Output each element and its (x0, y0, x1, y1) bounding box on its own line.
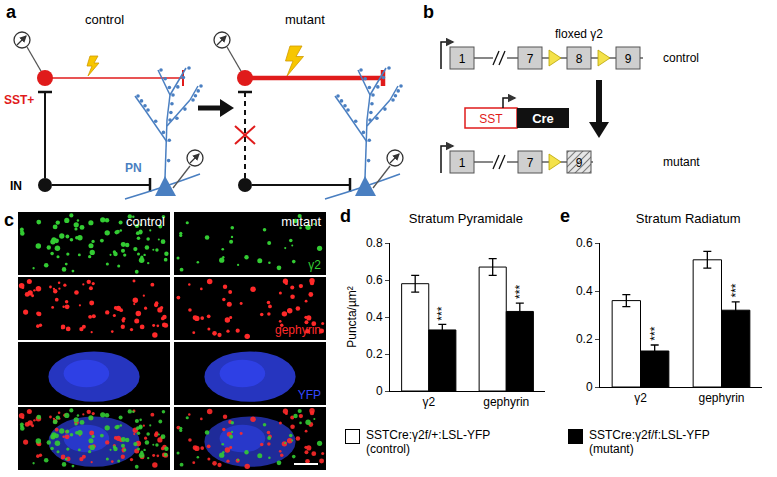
svg-text:IN: IN (10, 179, 22, 193)
svg-text:1: 1 (459, 156, 466, 170)
svg-text:0: 0 (586, 380, 593, 394)
svg-text:Stratum Radiatum: Stratum Radiatum (636, 211, 741, 226)
svg-text:0.2: 0.2 (366, 347, 383, 361)
svg-text:***: *** (513, 285, 527, 299)
svg-text:d: d (340, 206, 351, 226)
svg-text:control: control (85, 12, 124, 27)
svg-text:mutant: mutant (285, 12, 325, 27)
svg-text:PN: PN (125, 161, 142, 175)
svg-text:***: *** (648, 326, 662, 340)
svg-text:YFP: YFP (298, 388, 321, 402)
svg-text:a: a (6, 2, 17, 22)
svg-text:7: 7 (527, 52, 534, 66)
svg-text:9: 9 (576, 156, 583, 170)
html-text:SSTCre:γ2f/+:LSL-YFP (control): SSTCre:γ2f/+:LSL-YFP (control) (366, 428, 491, 456)
svg-text:mutant: mutant (281, 214, 321, 229)
svg-text:1: 1 (459, 52, 466, 66)
svg-text:***: *** (729, 283, 743, 297)
svg-text:gephyrin: gephyrin (275, 323, 321, 337)
svg-text:SST: SST (479, 112, 503, 126)
svg-text:b: b (423, 2, 434, 22)
svg-text:0.8: 0.8 (366, 236, 383, 250)
svg-text:Stratum Pyramidale: Stratum Pyramidale (409, 211, 523, 226)
svg-text:control: control (126, 214, 165, 229)
svg-text:Puncta/µm²: Puncta/µm² (345, 286, 359, 348)
svg-text:9: 9 (625, 52, 632, 66)
html-text:SSTCre:γ2f/f:LSL-YFP (mutant): SSTCre:γ2f/f:LSL-YFP (mutant) (589, 428, 710, 456)
svg-text:gephyrin: gephyrin (483, 395, 529, 409)
svg-text:Cre: Cre (532, 111, 554, 126)
svg-text:***: *** (435, 306, 449, 320)
svg-text:0.6: 0.6 (576, 236, 593, 250)
svg-text:8: 8 (576, 52, 583, 66)
svg-text:γ2: γ2 (634, 391, 647, 405)
svg-text:0.4: 0.4 (576, 284, 593, 298)
svg-text:γ2: γ2 (422, 395, 435, 409)
svg-text:SST+: SST+ (4, 93, 34, 107)
svg-text:control: control (663, 51, 699, 65)
svg-text:0: 0 (376, 384, 383, 398)
svg-text:e: e (560, 206, 570, 226)
svg-text:floxed γ2: floxed γ2 (555, 27, 603, 41)
svg-text:c: c (4, 210, 14, 230)
svg-text:0.2: 0.2 (576, 332, 593, 346)
svg-text:0.6: 0.6 (366, 273, 383, 287)
svg-text:mutant: mutant (663, 155, 700, 169)
svg-text:γ2: γ2 (308, 258, 321, 272)
svg-text:7: 7 (527, 156, 534, 170)
svg-text:gephyrin: gephyrin (698, 391, 744, 405)
svg-text:0.4: 0.4 (366, 310, 383, 324)
